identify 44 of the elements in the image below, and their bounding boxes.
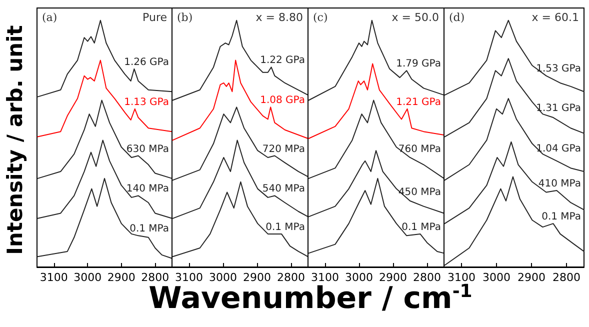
series-label: 1.04 GPa xyxy=(536,144,581,155)
x-tick-label: 3100 xyxy=(40,271,68,284)
series-label: 1.53 GPa xyxy=(536,64,581,75)
series-label: 0.1 MPa xyxy=(402,222,441,233)
x-tick-label: 3100 xyxy=(448,271,476,284)
series-label: 720 MPa xyxy=(262,144,305,155)
x-tick-label: 3000 xyxy=(209,271,237,284)
annotation: (b) xyxy=(177,11,193,24)
annotation: x = 60.1 xyxy=(532,11,580,24)
x-tick-label: 2900 xyxy=(243,271,271,284)
annotation: x = 8.80 xyxy=(256,11,304,24)
annotation: (a) xyxy=(42,11,58,24)
series-label: 1.22 GPa xyxy=(260,55,305,66)
annotation: x = 50.0 xyxy=(392,11,440,24)
y-axis-title: Intensity / arb. unit xyxy=(3,24,27,257)
series-label: 0.1 MPa xyxy=(542,212,581,223)
x-tick-label: 3000 xyxy=(482,271,510,284)
x-tick-label: 2900 xyxy=(107,271,136,284)
x-tick-label: 2800 xyxy=(141,271,170,284)
series-label: 760 MPa xyxy=(398,144,441,155)
annotation: (d) xyxy=(449,11,465,24)
series-label: 0.1 MPa xyxy=(266,222,305,233)
series-label: 140 MPa xyxy=(126,184,169,195)
x-tick-label: 2800 xyxy=(277,271,305,284)
series-label: 1.08 GPa xyxy=(260,95,305,106)
series-label: 1.21 GPa xyxy=(396,96,441,108)
x-tick-label: 3000 xyxy=(345,271,373,284)
x-tick-label: 2800 xyxy=(552,271,580,284)
x-axis-title: Wavenumber / cm$^{-1}$ xyxy=(148,281,472,316)
annotation: Pure xyxy=(142,11,168,24)
x-tick-label: 3000 xyxy=(74,271,102,284)
series-label: 1.26 GPa xyxy=(124,56,169,68)
annotation: (c) xyxy=(313,11,328,24)
series-label: 1.13 GPa xyxy=(124,96,169,108)
series-label: 1.79 GPa xyxy=(396,58,441,70)
series-label: 0.1 MPa xyxy=(130,224,169,235)
x-tick-label: 3100 xyxy=(311,271,339,284)
x-tick-label: 3100 xyxy=(175,271,203,284)
series-label: 630 MPa xyxy=(126,144,169,155)
x-tick-label: 2900 xyxy=(518,271,546,284)
series-label: 410 MPa xyxy=(538,178,581,190)
x-tick-label: 2900 xyxy=(379,271,407,284)
series-label: 540 MPa xyxy=(262,184,305,195)
x-tick-label: 2800 xyxy=(413,271,441,284)
